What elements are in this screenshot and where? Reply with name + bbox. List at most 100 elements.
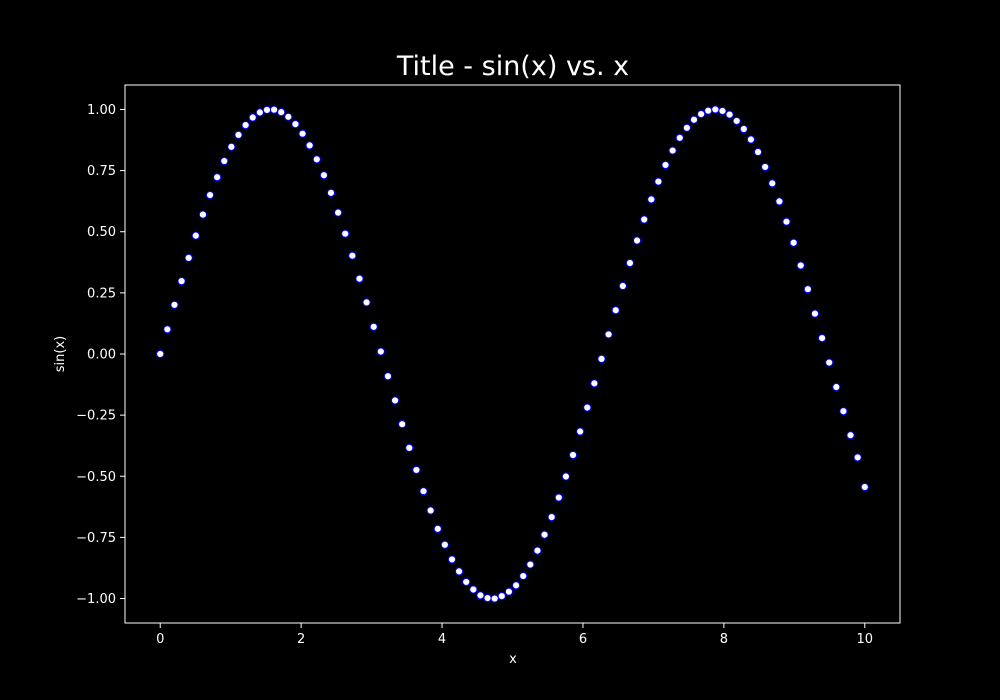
data-point <box>426 506 435 515</box>
data-point <box>312 155 321 164</box>
data-point <box>198 210 208 219</box>
data-point <box>647 195 656 204</box>
data-point <box>504 587 514 596</box>
data-point <box>447 555 457 564</box>
data-point <box>618 281 627 291</box>
data-point <box>526 560 535 569</box>
data-point <box>454 567 464 576</box>
data-point <box>718 106 727 116</box>
data-point <box>853 453 862 462</box>
data-point <box>625 258 635 268</box>
data-point <box>739 124 748 134</box>
data-point <box>576 427 585 436</box>
data-point <box>654 177 663 186</box>
data-point <box>255 108 264 117</box>
data-point <box>326 188 336 197</box>
y-tick-label: −0.50 <box>76 470 116 485</box>
data-point <box>782 217 791 226</box>
plot-area: 0 2 4 6 8 10 1.00 0.75 0.50 0.25 0.00 −0.25 −0.50 −0.… <box>76 84 901 647</box>
data-point <box>810 309 820 318</box>
data-point <box>697 110 706 119</box>
data-point <box>369 322 378 331</box>
x-axis-label: x <box>509 652 517 667</box>
data-point <box>732 116 741 126</box>
data-point <box>213 173 222 182</box>
data-point <box>803 285 812 294</box>
data-point <box>533 546 542 555</box>
data-point <box>753 147 763 157</box>
data-point <box>184 253 193 262</box>
data-point <box>419 487 428 496</box>
data-point <box>319 171 328 180</box>
data-point <box>832 382 841 392</box>
y-tick-label: 0.50 <box>87 225 116 240</box>
data-point <box>661 160 670 170</box>
data-point <box>383 372 393 381</box>
data-point <box>376 347 385 356</box>
data-point <box>398 420 407 429</box>
data-point <box>689 115 699 124</box>
data-point <box>768 179 777 188</box>
data-point <box>234 130 243 139</box>
data-point <box>561 472 571 481</box>
x-tick-label: 10 <box>856 632 873 647</box>
data-point <box>775 197 784 206</box>
data-point <box>269 105 279 114</box>
data-point <box>568 450 578 460</box>
x-tick-label: 6 <box>579 632 587 647</box>
data-point <box>262 105 272 115</box>
y-tick-label: 1.00 <box>87 103 116 118</box>
data-point <box>334 208 343 217</box>
data-point <box>390 396 400 405</box>
data-point <box>277 108 286 117</box>
y-tick-label: 0.75 <box>87 164 116 179</box>
y-tick-label: −0.25 <box>76 409 116 424</box>
data-point <box>825 358 834 367</box>
data-point <box>362 298 371 307</box>
data-point <box>817 334 827 343</box>
data-point <box>761 162 770 172</box>
data-point <box>462 577 471 587</box>
data-point <box>675 133 684 142</box>
data-point <box>227 142 236 151</box>
data-point <box>348 251 357 260</box>
data-point <box>191 231 200 240</box>
data-point <box>497 592 506 601</box>
data-point <box>284 112 293 121</box>
data-point <box>298 129 307 138</box>
data-point <box>796 261 805 270</box>
x-tick-label: 2 <box>297 632 305 647</box>
data-point <box>241 121 250 130</box>
y-tick-label: −1.00 <box>76 592 116 607</box>
data-point <box>440 540 449 549</box>
data-point <box>248 113 257 122</box>
data-point <box>519 571 528 581</box>
x-tick-label: 8 <box>720 632 728 647</box>
data-point <box>682 123 691 132</box>
data-point <box>170 300 179 309</box>
y-axis-label: sin(x) <box>53 336 68 372</box>
data-point <box>476 591 485 600</box>
data-point <box>156 349 165 359</box>
data-point <box>839 407 848 416</box>
chart-title: Title - sin(x) vs. x <box>396 51 629 82</box>
data-point <box>433 524 442 533</box>
data-point <box>668 146 677 155</box>
data-point <box>469 585 478 594</box>
data-point <box>725 110 734 119</box>
data-point <box>305 141 314 150</box>
data-point <box>405 443 414 453</box>
data-point <box>355 274 364 283</box>
data-point <box>205 190 215 200</box>
data-point <box>220 156 229 166</box>
data-point <box>711 105 720 114</box>
y-tick-label: 0.00 <box>87 348 116 363</box>
data-point <box>540 530 549 539</box>
data-point <box>412 465 421 475</box>
data-point <box>846 431 855 440</box>
data-point <box>163 325 172 334</box>
x-tick-label: 4 <box>438 632 446 647</box>
data-point <box>640 215 649 224</box>
